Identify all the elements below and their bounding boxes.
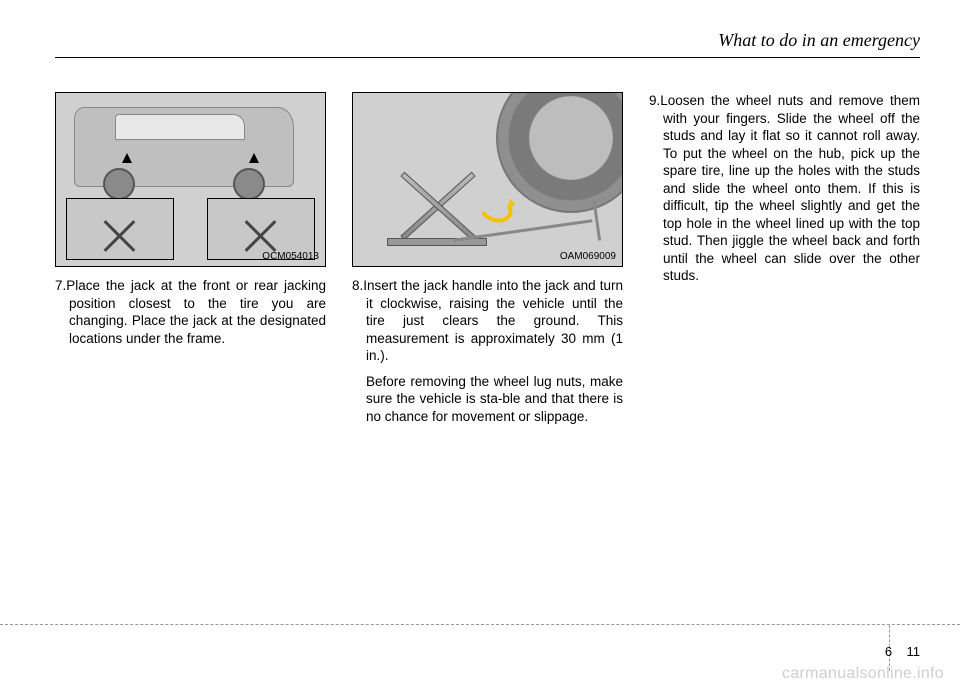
scissor-jack-illustration <box>383 162 493 246</box>
watermark: carmanualsonline.info <box>782 665 944 683</box>
step-7-text: 7.Place the jack at the front or rear ja… <box>55 277 326 347</box>
step-8-text-a: 8.Insert the jack handle into the jack a… <box>352 277 623 365</box>
figure-code: OAM069009 <box>560 251 616 262</box>
step-8: 8.Insert the jack handle into the jack a… <box>352 277 623 425</box>
content-columns: OCM054013 7.Place the jack at the front … <box>55 92 920 435</box>
arrow-up-icon <box>249 153 259 163</box>
column-3: 9.Loosen the wheel nuts and remove them … <box>649 92 920 435</box>
page-number: 11 <box>907 644 921 659</box>
page-header: What to do in an emergency <box>55 30 920 58</box>
car-side-illustration <box>74 107 294 187</box>
step-9-text: 9.Loosen the wheel nuts and remove them … <box>649 92 920 285</box>
tire-illustration <box>496 92 623 213</box>
step-9: 9.Loosen the wheel nuts and remove them … <box>649 92 920 285</box>
page-content: What to do in an emergency OCM054013 7.P… <box>55 30 920 659</box>
column-2: OAM069009 8.Insert the jack handle into … <box>352 92 623 435</box>
column-1: OCM054013 7.Place the jack at the front … <box>55 92 326 435</box>
page-footer: 6 11 <box>885 644 920 659</box>
step-7: 7.Place the jack at the front or rear ja… <box>55 277 326 347</box>
figure-jack-handle: OAM069009 <box>352 92 623 267</box>
arrow-up-icon <box>122 153 132 163</box>
step-8-text-b: Before removing the wheel lug nuts, make… <box>352 373 623 426</box>
figure-code: OCM054013 <box>262 251 319 262</box>
inset-jack-front <box>66 198 174 260</box>
footer-dash-horizontal <box>0 624 960 625</box>
section-number: 6 <box>885 644 892 659</box>
figure-jack-positions: OCM054013 <box>55 92 326 267</box>
